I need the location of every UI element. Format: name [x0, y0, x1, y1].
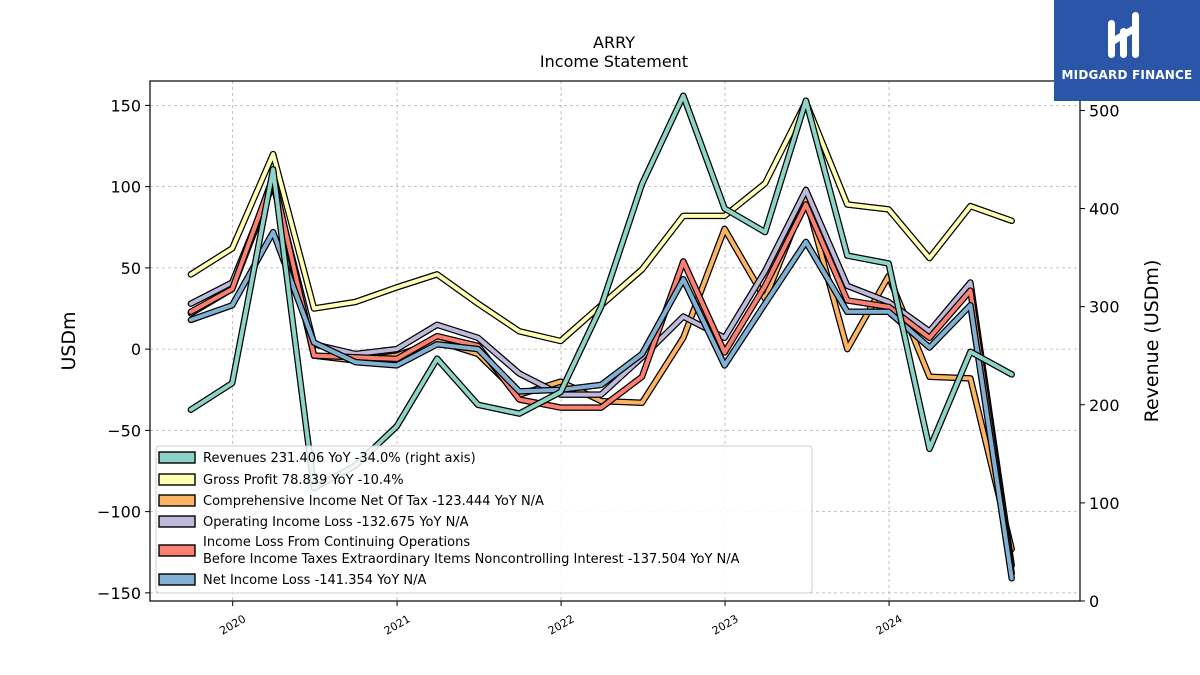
- legend-swatch: [158, 515, 196, 528]
- series-line-revenues: [188, 93, 1014, 491]
- left-tick-label: 0: [131, 340, 141, 359]
- x-tick-label: 2020: [217, 612, 248, 637]
- right-tick-label: 100: [1089, 494, 1120, 513]
- right-tick-label: 400: [1089, 200, 1120, 219]
- left-tick-label: −150: [97, 584, 141, 603]
- legend-label: Revenues 231.406 YoY -34.0% (right axis): [203, 451, 476, 466]
- logo-badge: MIDGARD FINANCE: [1054, 0, 1200, 101]
- legend-swatch: [158, 473, 196, 486]
- legend-label: Income Loss From Continuing Operations: [203, 535, 470, 550]
- legend-frame: [155, 445, 813, 594]
- legend: Revenues 231.406 YoY -34.0% (right axis)…: [155, 445, 813, 594]
- legend-label: Comprehensive Income Net Of Tax -123.444…: [203, 494, 544, 509]
- x-tick-label: 2022: [546, 612, 577, 637]
- legend-swatch: [158, 451, 196, 464]
- legend-label: Before Income Taxes Extraordinary Items …: [203, 552, 740, 567]
- left-tick-label: 150: [110, 96, 141, 115]
- plot-frame: [149, 80, 1081, 602]
- legend-label: Gross Profit 78.839 YoY -10.4%: [203, 473, 404, 488]
- series-line-net-income-loss: [188, 230, 1014, 581]
- right-axis-label: Revenue (USDm): [1141, 260, 1163, 423]
- left-tick-label: 50: [121, 259, 141, 278]
- left-tick-label: −100: [97, 503, 141, 522]
- chart-title: ARRY: [593, 33, 635, 52]
- right-tick-label: 0: [1089, 592, 1099, 611]
- left-tick-label: −50: [107, 421, 141, 440]
- x-tick-label: 2023: [710, 612, 741, 637]
- series-outline-revenues: [187, 92, 1015, 492]
- right-tick-label: 300: [1089, 298, 1120, 317]
- legend-swatch: [158, 573, 196, 586]
- legend-swatch: [158, 494, 196, 507]
- chart-subtitle: Income Statement: [540, 52, 688, 71]
- x-axis-ticks: 2020 2021 2022 2023 2024: [217, 601, 905, 638]
- legend-label: Net Income Loss -141.354 YoY N/A: [203, 573, 426, 588]
- x-tick-label: 2024: [874, 612, 905, 637]
- left-axis-ticks: −150 −100 −50 0 50 100 150: [97, 96, 150, 603]
- midgard-logo-icon: [1108, 12, 1139, 58]
- series-line-income-loss-from-continuing-operations-before-income-taxes-extraordinary-items-noncontrolling-interest: [188, 174, 1014, 576]
- right-tick-label: 500: [1089, 101, 1120, 120]
- left-axis-label: USDm: [58, 311, 80, 370]
- right-axis-ticks: 0 100 200 300 400 500: [1080, 101, 1120, 611]
- legend-swatch: [158, 544, 196, 557]
- x-tick-label: 2021: [382, 612, 413, 637]
- legend-label: Operating Income Loss -132.675 YoY N/A: [203, 515, 469, 530]
- logo-text: MIDGARD FINANCE: [1061, 68, 1193, 82]
- series-lines: [187, 92, 1015, 582]
- right-tick-label: 200: [1089, 396, 1120, 415]
- left-tick-label: 100: [110, 178, 141, 197]
